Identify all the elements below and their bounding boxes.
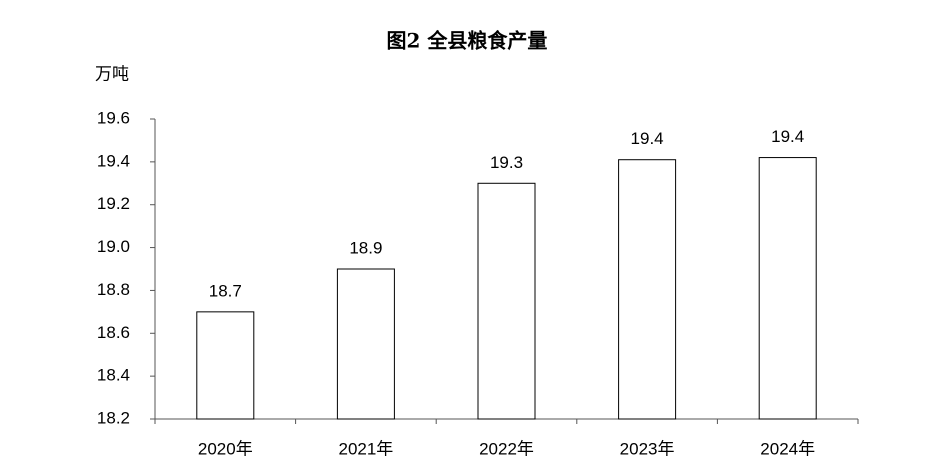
x-tick-label: 2021年 [338, 439, 393, 458]
y-tick-label: 18.8 [97, 280, 130, 299]
bar [477, 182, 536, 420]
y-tick-label: 19.6 [97, 108, 130, 127]
y-tick-label: 19.2 [97, 194, 130, 213]
bar [336, 268, 395, 420]
value-label: 19.3 [490, 153, 523, 172]
value-label: 19.4 [631, 129, 664, 148]
y-tick-label: 18.6 [97, 323, 130, 342]
x-tick-label: 2024年 [760, 439, 815, 458]
y-tick-label: 18.2 [97, 408, 130, 427]
bar [758, 157, 817, 420]
x-tick-label: 2023年 [620, 439, 675, 458]
bar [618, 159, 677, 420]
value-label: 18.9 [349, 238, 382, 257]
x-tick-label: 2022年 [479, 439, 534, 458]
value-label: 19.4 [771, 127, 804, 146]
y-tick-label: 19.0 [97, 237, 130, 256]
y-tick-label: 18.4 [97, 366, 130, 385]
bar [196, 311, 255, 420]
x-tick-label: 2020年 [198, 439, 253, 458]
y-tick-label: 19.4 [97, 151, 130, 170]
value-label: 18.7 [209, 281, 242, 300]
y-axis-label: 万吨 [95, 64, 129, 83]
chart-title: 图2 全县粮食产量 [387, 29, 548, 53]
